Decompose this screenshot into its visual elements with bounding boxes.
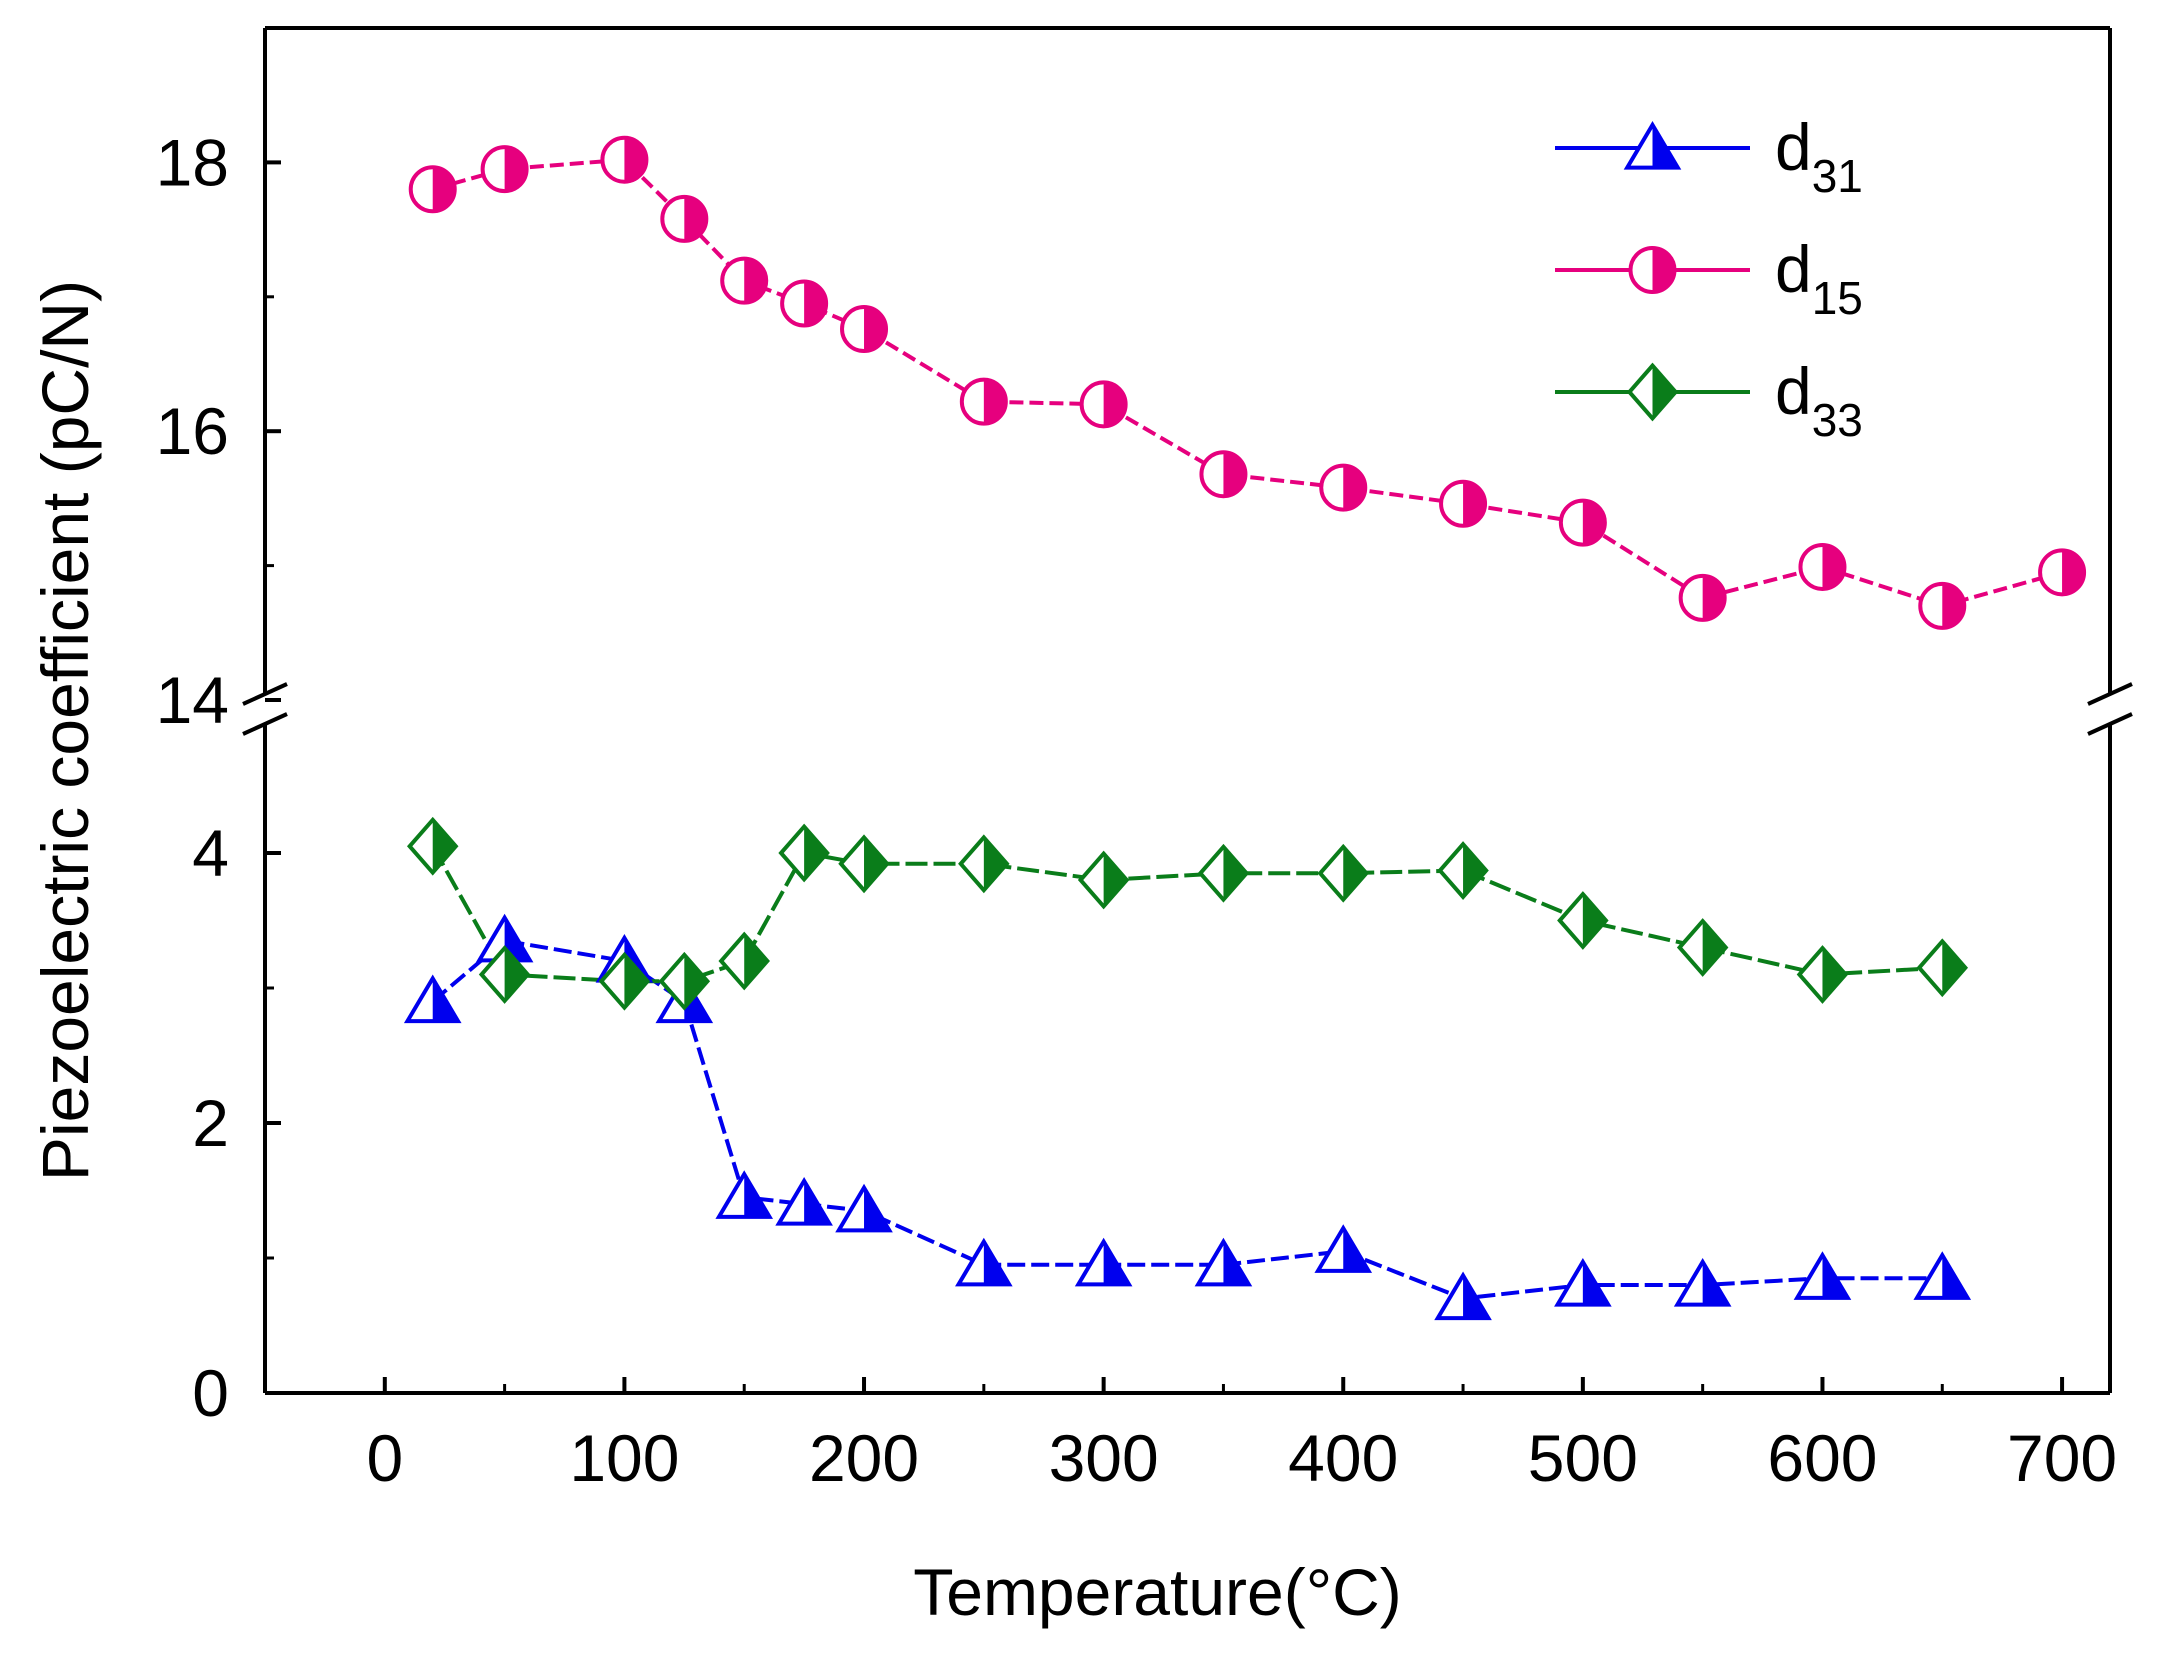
axis-break-mark: [2087, 712, 2133, 736]
data-point-d15: [1798, 542, 1847, 591]
legend-marker-d15: [1628, 246, 1677, 294]
data-point-d31: [715, 1170, 774, 1219]
data-point-d33: [1077, 850, 1130, 910]
data-point-d33: [1796, 945, 1849, 1004]
x-tick-label: 300: [1049, 1421, 1159, 1495]
data-point-d31: [1673, 1257, 1732, 1307]
data-point-d33: [958, 834, 1010, 894]
data-point-d33: [1557, 891, 1609, 950]
x-tick-label: 200: [809, 1421, 919, 1495]
data-point-d15: [1439, 479, 1488, 528]
data-point-d15: [480, 145, 529, 194]
legend-label-base: d: [1775, 110, 1812, 184]
data-point-d31: [1074, 1237, 1133, 1287]
data-point-d31: [955, 1237, 1013, 1287]
x-tick-label: 600: [1767, 1421, 1877, 1495]
data-point-d33: [718, 931, 770, 991]
axes-layer: 0 100 200 300 400 500 600 700 0 2 4 14 16 18: [156, 26, 2117, 1495]
legend-label-base: d: [1775, 232, 1812, 306]
data-point-d33: [1197, 843, 1250, 903]
legend-label-subscript: 31: [1812, 150, 1863, 202]
y-tick-label-lower: 2: [192, 1086, 229, 1160]
legend-label-d33: d33: [1775, 354, 1863, 446]
series-lines-layer: [430, 157, 2063, 1301]
data-point-d33: [838, 834, 890, 894]
data-point-d33: [598, 951, 651, 1011]
data-point-d31: [1913, 1251, 1972, 1300]
data-point-d31: [835, 1183, 893, 1233]
data-point-d33: [406, 816, 459, 876]
data-point-d15: [2038, 548, 2087, 597]
legend-item-d31: d31: [1555, 110, 1863, 202]
axis-break-mark: [242, 712, 288, 736]
data-point-d15: [959, 377, 1008, 426]
x-tick-label: 100: [569, 1421, 679, 1495]
legend-marker-d33: [1626, 362, 1679, 422]
axis-break-mark: [242, 682, 288, 706]
legend-label-subscript: 15: [1812, 272, 1863, 324]
data-point-d33: [1437, 841, 1489, 900]
legend-label-d31: d31: [1775, 110, 1863, 202]
data-point-d15: [1558, 498, 1607, 547]
data-point-d15: [780, 279, 829, 328]
series-markers-layer: [403, 135, 2087, 1321]
y-axis-title: Piezoelectric coefficient (pC/N): [28, 280, 102, 1181]
y-tick-label-upper: 16: [156, 394, 229, 468]
data-point-d31: [1434, 1271, 1492, 1321]
x-tick-label: 700: [2007, 1421, 2117, 1495]
axis-break-mark: [2087, 682, 2133, 706]
legend-label-d15: d15: [1775, 232, 1863, 324]
data-point-d15: [720, 256, 769, 305]
legend-label-subscript: 33: [1812, 394, 1863, 446]
data-point-d33: [1676, 918, 1729, 977]
data-point-d15: [1319, 463, 1368, 512]
data-point-d33: [1317, 843, 1370, 903]
x-tick-label: 500: [1528, 1421, 1638, 1495]
data-point-d15: [1199, 450, 1248, 499]
data-point-d15: [1079, 380, 1128, 429]
x-tick-label: 400: [1288, 1421, 1398, 1495]
data-point-d31: [775, 1176, 833, 1226]
x-axis-title: Temperature(°C): [913, 1555, 1402, 1629]
data-point-d31: [1793, 1251, 1852, 1300]
data-point-d15: [408, 165, 457, 214]
data-point-d15: [1678, 573, 1727, 622]
data-point-d31: [1314, 1224, 1373, 1273]
data-point-d31: [403, 974, 462, 1024]
data-point-d15: [660, 194, 709, 243]
data-point-d31: [1554, 1257, 1612, 1307]
series-line-d33: [430, 845, 1943, 984]
data-point-d31: [1194, 1237, 1253, 1287]
data-point-d15: [600, 135, 649, 184]
data-point-d33: [658, 951, 711, 1011]
y-tick-label-lower: 0: [192, 1356, 229, 1430]
x-tick-label: 0: [366, 1421, 403, 1495]
y-tick-label-lower: 4: [192, 816, 229, 890]
data-point-d33: [1916, 938, 1969, 998]
data-point-d33: [778, 823, 830, 883]
data-point-d15: [1918, 581, 1967, 630]
legend-label-base: d: [1775, 354, 1812, 428]
legend-item-d33: d33: [1555, 354, 1863, 446]
y-tick-label-upper: 14: [156, 663, 229, 737]
y-tick-label-upper: 18: [156, 125, 229, 199]
data-point-d33: [478, 945, 531, 1004]
legend-item-d15: d15: [1555, 232, 1863, 324]
legend-marker-d31: [1623, 120, 1682, 170]
data-point-d15: [840, 305, 889, 354]
axis-break-layer: [242, 682, 2133, 736]
series-line-d15: [432, 157, 2063, 609]
